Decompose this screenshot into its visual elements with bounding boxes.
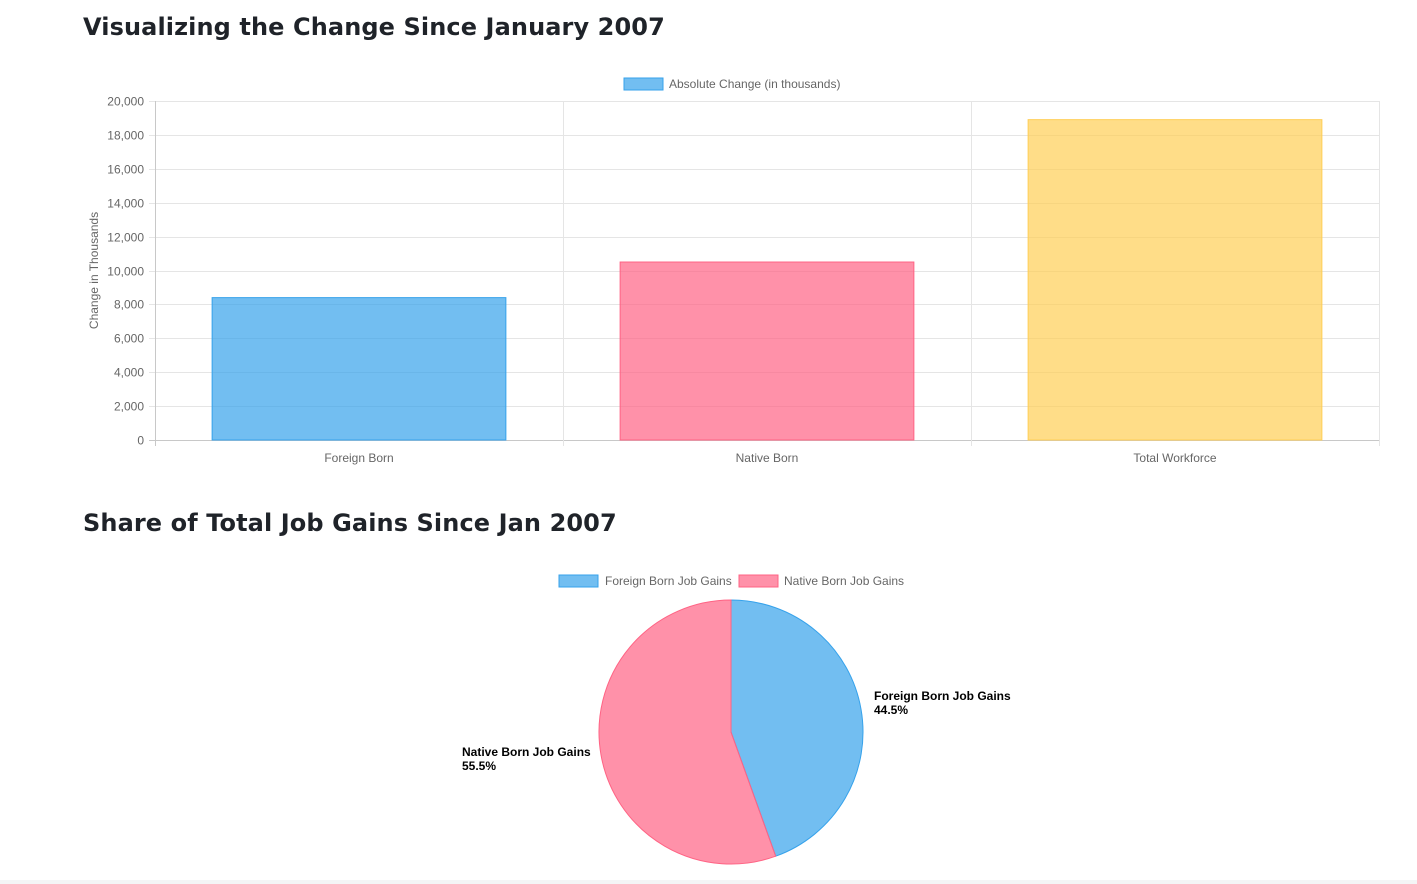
pie-slice-foreign-born-job-gains — [730, 599, 864, 857]
x-tick-label: Foreign Born — [324, 451, 393, 465]
bar-chart-title: Visualizing the Change Since January 200… — [83, 13, 665, 41]
pie-value-native-born-job-gains: 55.5% — [462, 759, 496, 773]
y-tick-label: 14,000 — [107, 197, 144, 211]
legend-label-absolute-change: Absolute Change (in thousands) — [669, 77, 840, 91]
bar-native-born — [619, 261, 915, 441]
legend-label-foreign-born-job-gains: Foreign Born Job Gains — [605, 574, 732, 588]
legend-swatch-native-born-job-gains — [738, 574, 779, 588]
x-tick-label: Native Born — [736, 451, 799, 465]
pie-label-native-born-job-gains: Native Born Job Gains — [462, 745, 591, 759]
legend-swatch-absolute-change — [623, 77, 664, 91]
y-tick-label: 16,000 — [107, 163, 144, 177]
pie-legend: Foreign Born Job Gains Native Born Job Ga… — [558, 574, 904, 588]
y-tick-label: 4,000 — [114, 366, 144, 380]
page-bottom-divider — [0, 880, 1417, 884]
pie-value-foreign-born-job-gains: 44.5% — [874, 703, 908, 717]
legend-label-native-born-job-gains: Native Born Job Gains — [784, 574, 904, 588]
y-tick-label: 2,000 — [114, 400, 144, 414]
y-tick-label: 12,000 — [107, 231, 144, 245]
y-tick-label: 18,000 — [107, 129, 144, 143]
y-tick-label: 0 — [137, 434, 144, 448]
pie-chart-title: Share of Total Job Gains Since Jan 2007 — [83, 509, 617, 537]
y-tick-label: 20,000 — [107, 95, 144, 109]
y-tick-label: 6,000 — [114, 332, 144, 346]
bar-foreign-born — [211, 297, 507, 441]
y-tick-label: 8,000 — [114, 298, 144, 312]
legend-swatch-foreign-born-job-gains — [558, 574, 599, 588]
bar-chart: 0 2,000 4,000 6,000 8,000 10,000 12,000 14,000 1… — [87, 77, 1380, 465]
x-tick-label: Total Workforce — [1133, 451, 1216, 465]
pie-slice-native-born-job-gains — [598, 599, 777, 865]
bar-legend: Absolute Change (in thousands) — [623, 77, 840, 91]
pie-label-foreign-born-job-gains: Foreign Born Job Gains — [874, 689, 1011, 703]
y-axis-title: Change in Thousands — [87, 212, 101, 329]
bar-total-workforce — [1027, 119, 1323, 441]
y-tick-label: 10,000 — [107, 265, 144, 279]
